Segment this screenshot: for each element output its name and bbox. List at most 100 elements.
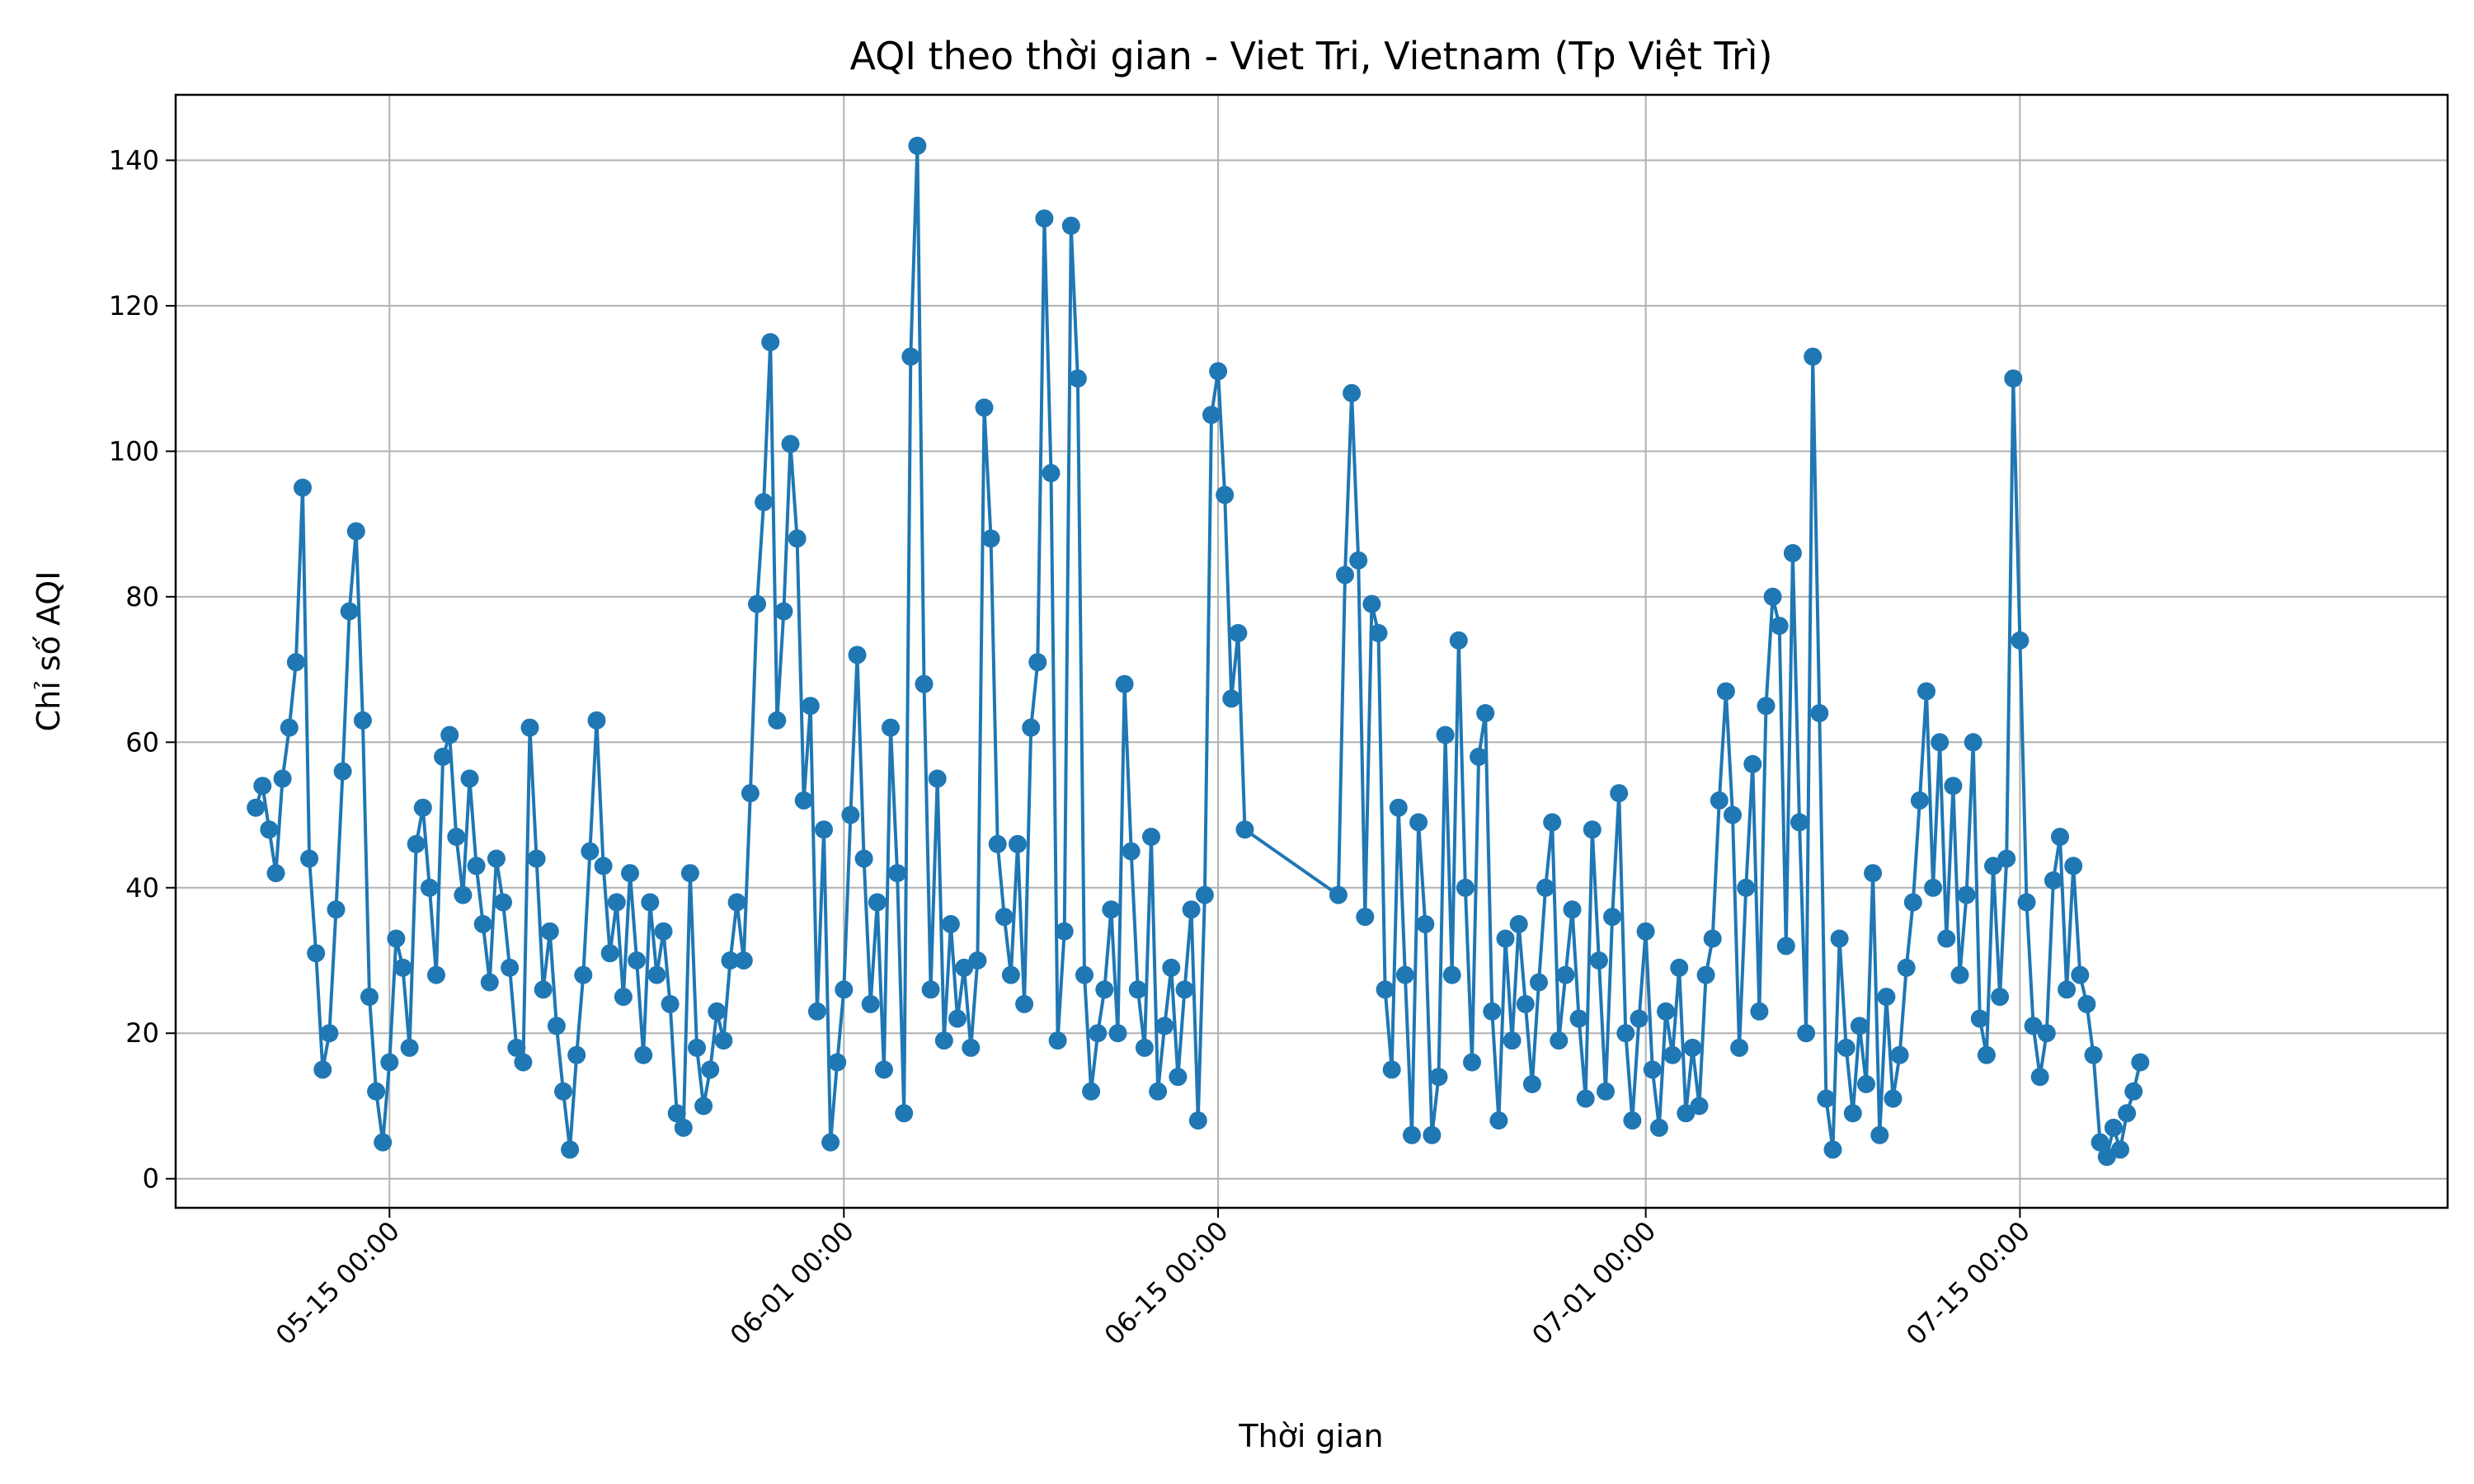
data-point [1389,798,1408,817]
data-point [882,718,900,737]
data-point [2104,1118,2123,1137]
data-point [634,1045,653,1064]
data-point [434,747,453,766]
data-point [1957,885,1976,904]
data-point [1703,929,1722,948]
data-point [1817,1089,1836,1108]
data-point [1830,929,1849,948]
data-point [1108,1024,1127,1043]
data-point [1583,820,1602,839]
data-point [962,1038,981,1057]
data-point [1075,965,1094,984]
data-point [487,849,506,868]
series-layer [247,136,2150,1167]
data-point [1055,922,1074,941]
data-point [1977,1045,1996,1064]
data-point [1128,980,1147,999]
data-point [680,864,699,883]
data-point [367,1082,386,1101]
data-point [755,493,774,512]
data-point [901,347,920,366]
data-point [688,1038,706,1057]
data-point [313,1060,332,1079]
data-point [768,711,787,730]
data-point [1135,1038,1154,1057]
data-point [374,1133,393,1152]
data-point [1550,1031,1569,1050]
data-point [975,398,994,417]
data-point [774,602,793,621]
data-point [1162,958,1181,977]
grid-lines [176,95,2448,1208]
data-point [587,711,606,730]
data-point [1657,1002,1675,1021]
data-point [1850,1017,1869,1036]
data-point [534,980,553,999]
data-point [1175,980,1194,999]
data-point [1716,682,1735,701]
y-tick-label: 100 [109,435,159,467]
data-point [788,529,807,548]
data-point [2004,369,2023,388]
data-point [607,893,626,912]
data-point [1670,958,1689,977]
data-point [1476,704,1495,722]
data-point [1743,754,1762,773]
data-point [1336,566,1354,585]
y-tick-label: 20 [125,1017,159,1049]
data-point [1382,1060,1401,1079]
data-point [794,791,813,810]
data-point [835,980,854,999]
data-point [1877,988,1896,1007]
data-point [1022,718,1041,737]
data-point [674,1118,693,1137]
data-point [934,1031,953,1050]
data-point [1757,697,1776,716]
data-point [393,958,412,977]
data-point [507,1038,526,1057]
y-axis-label: Chỉ số AQI [31,571,67,732]
data-point [2097,1148,2116,1167]
data-point [1369,623,1388,642]
data-point [1837,1038,1856,1057]
data-point [2071,965,2090,984]
data-point [1115,674,1134,693]
data-point [1649,1118,1668,1137]
data-point [1970,1009,1989,1028]
data-point [701,1060,720,1079]
data-point [1456,878,1475,897]
data-point [2037,1024,2056,1043]
data-point [1009,834,1027,853]
data-point [1890,1045,1909,1064]
data-point [1589,951,1608,970]
data-point [1797,1024,1816,1043]
data-point [1449,631,1468,650]
data-point [1403,1125,1421,1144]
plot-frame [174,93,2449,1209]
data-point [1509,914,1528,933]
data-point [353,711,372,730]
data-point [2024,1017,2043,1036]
data-point [874,1060,893,1079]
data-point [1235,820,1254,839]
data-point [1603,908,1622,927]
data-point [1597,1082,1615,1101]
data-point [628,951,647,970]
data-point [1576,1089,1595,1108]
data-point [1636,922,1655,941]
data-point [1483,1002,1502,1021]
data-point [1944,777,1963,796]
data-point [1623,1111,1642,1130]
data-point [1001,965,1020,984]
data-point [2091,1133,2109,1152]
data-point [2064,857,2083,876]
data-point [1429,1068,1448,1087]
y-tick-label: 140 [109,144,159,176]
data-point [1710,791,1729,810]
data-point [841,805,860,824]
data-point [380,1053,399,1072]
data-point [1910,791,1929,810]
data-point [501,958,520,977]
data-point [2058,980,2077,999]
data-point [667,1104,686,1123]
